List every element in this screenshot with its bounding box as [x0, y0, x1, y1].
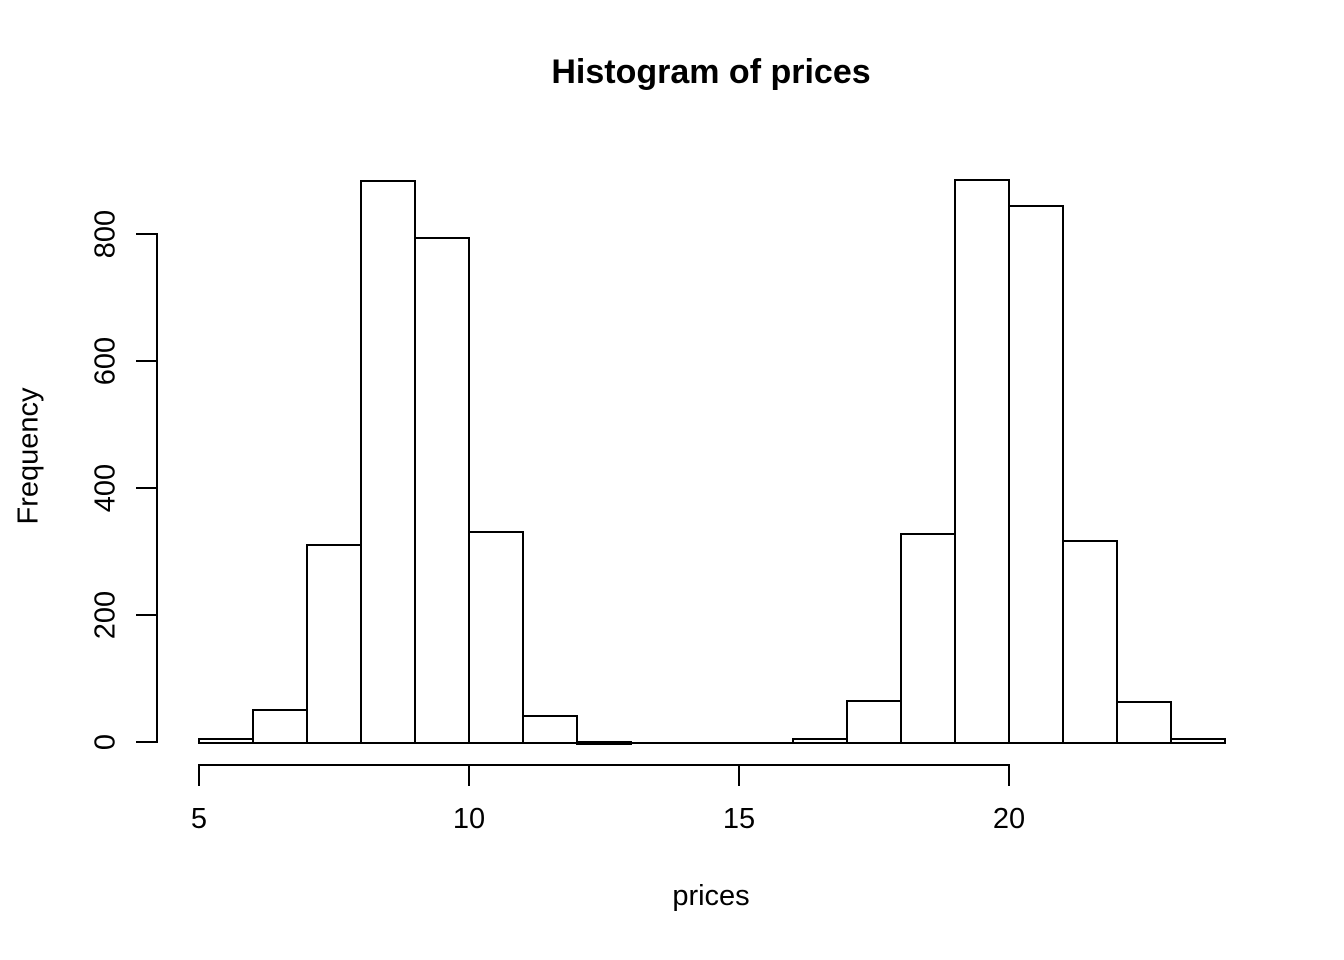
histogram-bar	[360, 180, 416, 744]
y-tick	[136, 360, 157, 362]
x-tick	[1008, 764, 1010, 786]
x-tick	[738, 764, 740, 786]
histogram-bar	[198, 738, 254, 744]
x-tick	[198, 764, 200, 786]
y-tick	[136, 487, 157, 489]
chart-title: Histogram of prices	[551, 53, 871, 91]
y-tick	[136, 741, 157, 743]
y-tick-label: 800	[89, 209, 122, 259]
histogram-bar	[1062, 540, 1118, 744]
histogram-baseline	[198, 742, 1226, 744]
x-tick-label: 5	[190, 803, 208, 835]
histogram-bar	[954, 179, 1010, 744]
x-tick-label: 15	[722, 803, 756, 835]
histogram-bar	[792, 738, 848, 744]
y-tick	[136, 233, 157, 235]
x-tick	[468, 764, 470, 786]
x-tick-label: 20	[992, 803, 1026, 835]
histogram-bar	[468, 531, 524, 744]
histogram-bar	[1170, 738, 1226, 744]
x-axis-line	[198, 764, 1010, 766]
y-tick-label: 400	[89, 463, 122, 513]
histogram-bar	[846, 700, 902, 744]
y-tick-label: 0	[89, 733, 122, 751]
histogram-bar	[306, 544, 362, 744]
histogram-bar	[522, 715, 578, 744]
y-tick-label: 600	[89, 336, 122, 386]
y-tick-label: 200	[89, 590, 122, 640]
histogram-bar	[1116, 701, 1172, 744]
x-axis-label: prices	[672, 880, 750, 912]
y-axis-label: Frequency	[12, 387, 45, 525]
x-tick-label: 10	[452, 803, 486, 835]
y-axis-line	[156, 233, 158, 743]
histogram-bar	[1008, 205, 1064, 744]
y-tick	[136, 614, 157, 616]
histogram-bar	[576, 741, 632, 745]
histogram-bar	[900, 533, 956, 744]
histogram-bar	[414, 237, 470, 744]
histogram-bar	[252, 709, 308, 744]
